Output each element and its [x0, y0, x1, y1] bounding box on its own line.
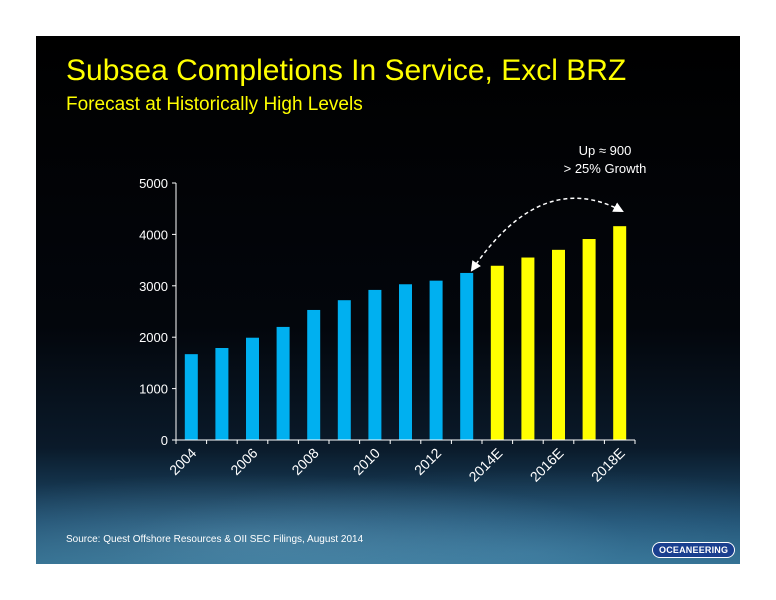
source-note: Source: Quest Offshore Resources & OII S… [66, 534, 364, 545]
bar-2009 [337, 300, 351, 440]
bar-2013 [460, 272, 474, 440]
bar-2015E [521, 257, 535, 440]
y-tick-label: 2000 [139, 330, 168, 345]
bars [184, 226, 627, 440]
x-tick-label: 2016E [527, 445, 567, 485]
y-axis: 0 1000 2000 3000 4000 5000 [139, 176, 177, 448]
y-tick-label: 5000 [139, 176, 168, 191]
x-tick-label: 2012 [411, 445, 444, 478]
x-tick-label: 2008 [288, 445, 321, 478]
y-tick-label: 1000 [139, 382, 168, 397]
bar-2017E [582, 239, 596, 440]
bar-2010 [368, 289, 382, 440]
bar-2006 [246, 337, 259, 440]
x-tick-label: 2004 [166, 445, 199, 478]
bar-2008 [307, 309, 321, 440]
x-tick-label: 2018E [588, 445, 628, 485]
bar-2007 [276, 326, 290, 440]
y-tick-label: 4000 [139, 227, 168, 242]
bar-2005 [215, 347, 229, 440]
bar-2012 [429, 280, 443, 440]
x-tick-label: 2006 [227, 445, 260, 478]
x-tick-label: 2010 [350, 445, 383, 478]
y-tick-label: 0 [161, 433, 168, 448]
annotation-line-2: > 25% Growth [564, 161, 647, 176]
oceaneering-logo: OCEANEERING [652, 542, 736, 558]
slide: Subsea Completions In Service, Excl BRZ … [36, 36, 740, 564]
bar-2018E [613, 226, 627, 440]
annotation-line-1: Up ≈ 900 [579, 143, 632, 158]
growth-arrow [470, 197, 624, 272]
bar-2016E [552, 249, 565, 440]
seabed-background [36, 454, 740, 564]
slide-subtitle: Forecast at Historically High Levels [66, 94, 363, 115]
slide-title: Subsea Completions In Service, Excl BRZ [66, 54, 627, 87]
x-axis: 2004 2006 2008 2010 2012 2014E 2016E 2018E [166, 439, 636, 485]
bar-2011 [399, 284, 412, 440]
bar-2004 [184, 354, 198, 440]
x-tick-label: 2014E [465, 445, 505, 485]
y-tick-label: 3000 [139, 279, 168, 294]
bar-2014E [490, 265, 504, 440]
